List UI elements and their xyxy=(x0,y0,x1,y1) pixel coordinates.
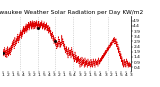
Title: Milwaukee Weather Solar Radiation per Day KW/m2: Milwaukee Weather Solar Radiation per Da… xyxy=(0,10,143,15)
